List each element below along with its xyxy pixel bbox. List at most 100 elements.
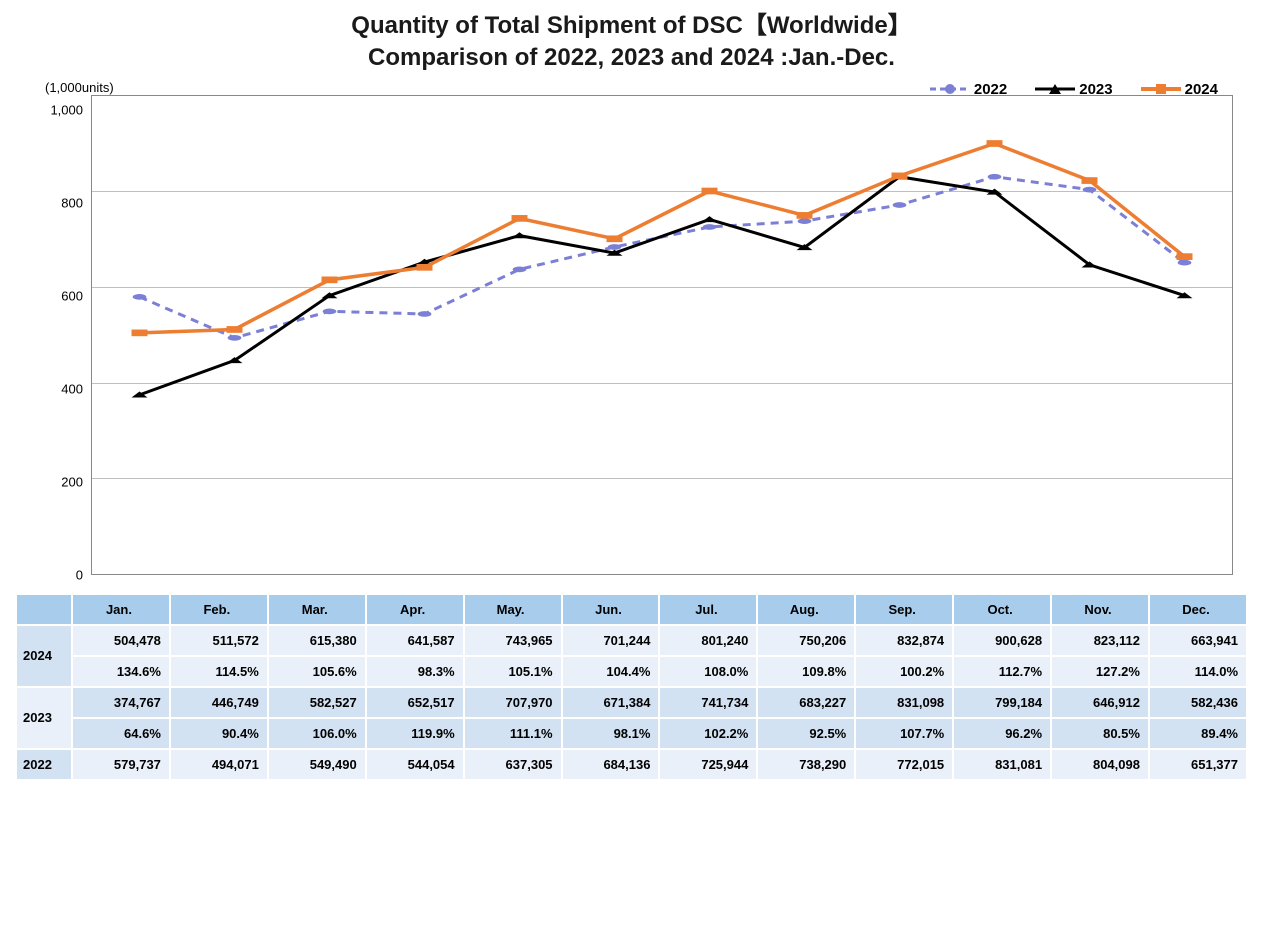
data-cell: 582,436 (1149, 687, 1247, 718)
data-cell: 100.2% (855, 656, 953, 687)
data-cell: 105.1% (464, 656, 562, 687)
marker-s2022 (323, 308, 337, 314)
marker-s2024 (417, 264, 433, 271)
data-cell: 111.1% (464, 718, 562, 749)
row-2022-values: 2022579,737494,071549,490544,054637,3056… (16, 749, 1247, 780)
data-cell: 549,490 (268, 749, 366, 780)
data-cell: 701,244 (562, 625, 660, 656)
marker-s2024 (797, 212, 813, 219)
data-cell: 105.6% (268, 656, 366, 687)
series-line-s2022 (140, 177, 1185, 338)
data-cell: 671,384 (562, 687, 660, 718)
table-corner (16, 594, 72, 625)
marker-s2022 (133, 294, 147, 300)
data-cell: 108.0% (659, 656, 757, 687)
data-cell: 615,380 (268, 625, 366, 656)
marker-s2024 (892, 172, 908, 179)
data-cell: 741,734 (659, 687, 757, 718)
title-line-2: Comparison of 2022, 2023 and 2024 :Jan.-… (15, 42, 1248, 74)
month-header: Jun. (562, 594, 660, 625)
data-cell: 109.8% (757, 656, 855, 687)
title-line-1: Quantity of Total Shipment of DSC【Worldw… (15, 10, 1248, 42)
data-cell: 823,112 (1051, 625, 1149, 656)
month-header: Mar. (268, 594, 366, 625)
marker-s2022 (1178, 260, 1192, 266)
month-header: Jul. (659, 594, 757, 625)
table-header-row: Jan.Feb.Mar.Apr.May.Jun.Jul.Aug.Sep.Oct.… (16, 594, 1247, 625)
data-cell: 98.3% (366, 656, 464, 687)
y-tick-label: 0 (21, 567, 83, 582)
row-2023-values: 2023374,767446,749582,527652,517707,9706… (16, 687, 1247, 718)
data-cell: 96.2% (953, 718, 1051, 749)
marker-s2024 (227, 326, 243, 333)
plot-area (91, 95, 1233, 575)
month-header: Sep. (855, 594, 953, 625)
data-cell: 804,098 (1051, 749, 1149, 780)
marker-s2022 (418, 311, 432, 317)
data-cell: 637,305 (464, 749, 562, 780)
month-header: Feb. (170, 594, 268, 625)
data-table: Jan.Feb.Mar.Apr.May.Jun.Jul.Aug.Sep.Oct.… (15, 593, 1248, 781)
marker-s2022 (608, 244, 622, 250)
month-header: Aug. (757, 594, 855, 625)
data-cell: 106.0% (268, 718, 366, 749)
y-tick-label: 200 (21, 474, 83, 489)
data-cell: 743,965 (464, 625, 562, 656)
data-cell: 511,572 (170, 625, 268, 656)
data-cell: 772,015 (855, 749, 953, 780)
y-tick-label: 400 (21, 381, 83, 396)
data-cell: 641,587 (366, 625, 464, 656)
data-cell: 579,737 (72, 749, 170, 780)
data-cell: 831,081 (953, 749, 1051, 780)
year-label: 2022 (16, 749, 72, 780)
data-cell: 504,478 (72, 625, 170, 656)
chart-area: 1,0008006004002000 (15, 95, 1248, 575)
data-cell: 114.0% (1149, 656, 1247, 687)
marker-s2024 (1082, 177, 1098, 184)
data-cell: 684,136 (562, 749, 660, 780)
marker-s2022 (703, 224, 717, 230)
data-cell: 92.5% (757, 718, 855, 749)
data-cell: 646,912 (1051, 687, 1149, 718)
y-tick-label: 1,000 (21, 102, 83, 117)
marker-s2022 (798, 218, 812, 224)
marker-s2022 (893, 202, 907, 208)
data-cell: 738,290 (757, 749, 855, 780)
month-header: Jan. (72, 594, 170, 625)
data-cell: 119.9% (366, 718, 464, 749)
month-header: Oct. (953, 594, 1051, 625)
data-cell: 112.7% (953, 656, 1051, 687)
marker-s2024 (607, 235, 623, 242)
data-cell: 831,098 (855, 687, 953, 718)
data-cell: 707,970 (464, 687, 562, 718)
marker-s2022 (513, 266, 527, 272)
data-cell: 98.1% (562, 718, 660, 749)
data-cell: 127.2% (1051, 656, 1149, 687)
data-cell: 107.7% (855, 718, 953, 749)
data-cell: 446,749 (170, 687, 268, 718)
month-header: Apr. (366, 594, 464, 625)
row-2024-pct: 134.6%114.5%105.6%98.3%105.1%104.4%108.0… (16, 656, 1247, 687)
year-label: 2023 (16, 687, 72, 749)
y-tick-label: 600 (21, 288, 83, 303)
data-cell: 374,767 (72, 687, 170, 718)
data-cell: 80.5% (1051, 718, 1149, 749)
marker-s2022 (228, 335, 242, 341)
data-cell: 651,377 (1149, 749, 1247, 780)
data-cell: 544,054 (366, 749, 464, 780)
row-2024-values: 2024504,478511,572615,380641,587743,9657… (16, 625, 1247, 656)
marker-s2024 (987, 140, 1003, 147)
data-cell: 494,071 (170, 749, 268, 780)
data-cell: 64.6% (72, 718, 170, 749)
marker-s2024 (512, 215, 528, 222)
marker-s2024 (132, 329, 148, 336)
marker-s2024 (702, 187, 718, 194)
data-cell: 89.4% (1149, 718, 1247, 749)
marker-s2022 (1083, 187, 1097, 193)
data-cell: 801,240 (659, 625, 757, 656)
data-cell: 102.2% (659, 718, 757, 749)
data-cell: 104.4% (562, 656, 660, 687)
data-cell: 663,941 (1149, 625, 1247, 656)
data-cell: 652,517 (366, 687, 464, 718)
table-body: 2024504,478511,572615,380641,587743,9657… (16, 625, 1247, 780)
